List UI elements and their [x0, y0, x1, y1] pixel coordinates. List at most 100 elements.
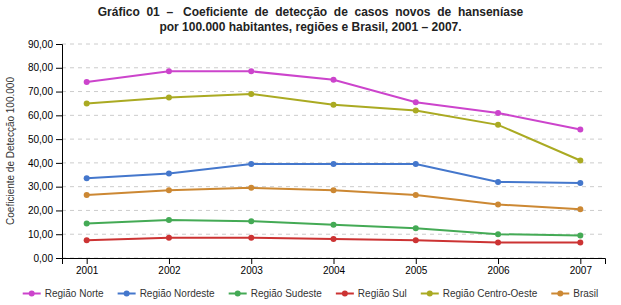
line — [87, 188, 581, 209]
legend-label: Brasil — [573, 288, 598, 299]
point — [413, 225, 419, 231]
legend-marker — [427, 291, 433, 297]
tick-label: 90,00 — [28, 39, 53, 50]
tick-mark — [56, 139, 62, 140]
point — [248, 235, 254, 241]
x-tick: 2001 — [76, 258, 99, 276]
tick-mark — [56, 234, 62, 235]
tick-mark — [169, 258, 170, 264]
x-tick: 2007 — [570, 258, 593, 276]
legend-item: Região Nordeste — [118, 288, 215, 299]
title: Gráfico 01 – Coeficiente de detecção de … — [98, 5, 524, 19]
point — [248, 91, 254, 97]
legend-item: Região Sul — [336, 288, 407, 299]
chart: Gráfico 01 – Coeficiente de detecção de … — [0, 0, 621, 305]
point — [248, 161, 254, 167]
series — [84, 91, 584, 164]
y-tick: 50,00 — [28, 134, 62, 145]
tick-mark — [580, 258, 581, 264]
plot-area: 2001 2002 2003 2004 2005 2006 2007 0,00 10,00 20,… — [5, 39, 606, 276]
point — [248, 185, 254, 191]
y-axis-title: Coeficiente de Detecção 100.000 — [5, 77, 16, 225]
point — [577, 232, 583, 238]
legend-item: Região Norte — [23, 288, 104, 299]
point — [84, 175, 90, 181]
legend-label: Região Sul — [358, 288, 407, 299]
point — [331, 236, 337, 242]
point — [413, 108, 419, 114]
point — [166, 187, 172, 193]
tick-mark — [56, 210, 62, 211]
point — [577, 158, 583, 164]
tick-label: 2006 — [487, 265, 510, 276]
point — [248, 68, 254, 74]
point — [331, 187, 337, 193]
tick-label: 2002 — [158, 265, 181, 276]
tick-mark — [416, 258, 417, 264]
point — [495, 202, 501, 208]
y-tick: 80,00 — [28, 62, 62, 73]
legend-marker — [557, 291, 563, 297]
series-group — [84, 68, 584, 245]
tick-label: 0,00 — [34, 253, 54, 264]
tick-label: 2001 — [76, 265, 99, 276]
point — [166, 217, 172, 223]
point — [495, 122, 501, 128]
tick-label: 70,00 — [28, 86, 53, 97]
axis-line — [56, 45, 63, 259]
point — [331, 102, 337, 108]
y-tick: 60,00 — [28, 110, 62, 121]
tick-mark — [56, 163, 62, 164]
x-tick: 2006 — [487, 258, 510, 276]
y-tick: 10,00 — [28, 229, 62, 240]
tick-mark — [56, 115, 62, 116]
legend-item: Região Sudeste — [229, 288, 323, 299]
x-tick: 2003 — [241, 258, 264, 276]
series — [84, 185, 584, 212]
subtitle: por 100.000 habitantes, regiões e Brasil… — [159, 20, 461, 34]
point — [84, 79, 90, 85]
point — [577, 206, 583, 212]
point — [495, 240, 501, 246]
point — [577, 127, 583, 133]
x-tick: 2005 — [405, 258, 428, 276]
grid-line — [62, 210, 605, 211]
legend: Região Norte Região Nordeste Região Sudest… — [23, 288, 599, 299]
tick-label: 10,00 — [28, 229, 53, 240]
y-axis: 0,0010,0020,0030,0040,0050,0060,0070,008… — [28, 39, 63, 264]
point — [495, 231, 501, 237]
legend-marker — [124, 291, 130, 297]
grid-line — [62, 115, 605, 116]
legend-item: Brasil — [551, 288, 598, 299]
tick-mark — [56, 68, 62, 69]
tick-label: 20,00 — [28, 205, 53, 216]
grid-line — [62, 67, 605, 68]
point — [166, 171, 172, 177]
point — [166, 95, 172, 101]
tick-label: 30,00 — [28, 181, 53, 192]
tick-label: 2005 — [405, 265, 428, 276]
tick-label: 2007 — [570, 265, 593, 276]
legend-label: Região Centro-Oeste — [443, 288, 538, 299]
point — [577, 180, 583, 186]
line — [87, 220, 581, 235]
x-axis: 2001 2002 2003 2004 2005 2006 2007 — [63, 258, 606, 276]
grid-line — [62, 186, 605, 187]
tick-label: 2003 — [241, 265, 264, 276]
tick-mark — [56, 92, 62, 93]
tick-mark — [334, 258, 335, 264]
y-tick: 90,00 — [28, 39, 62, 50]
tick-label: 50,00 — [28, 134, 53, 145]
point — [331, 161, 337, 167]
tick-label: 2004 — [323, 265, 346, 276]
tick-mark — [56, 258, 62, 259]
point — [84, 237, 90, 243]
point — [495, 179, 501, 185]
series — [84, 161, 584, 186]
x-tick: 2004 — [323, 258, 346, 276]
point — [166, 68, 172, 74]
point — [84, 192, 90, 198]
point — [84, 100, 90, 106]
tick-mark — [498, 258, 499, 264]
tick-mark — [251, 258, 252, 264]
